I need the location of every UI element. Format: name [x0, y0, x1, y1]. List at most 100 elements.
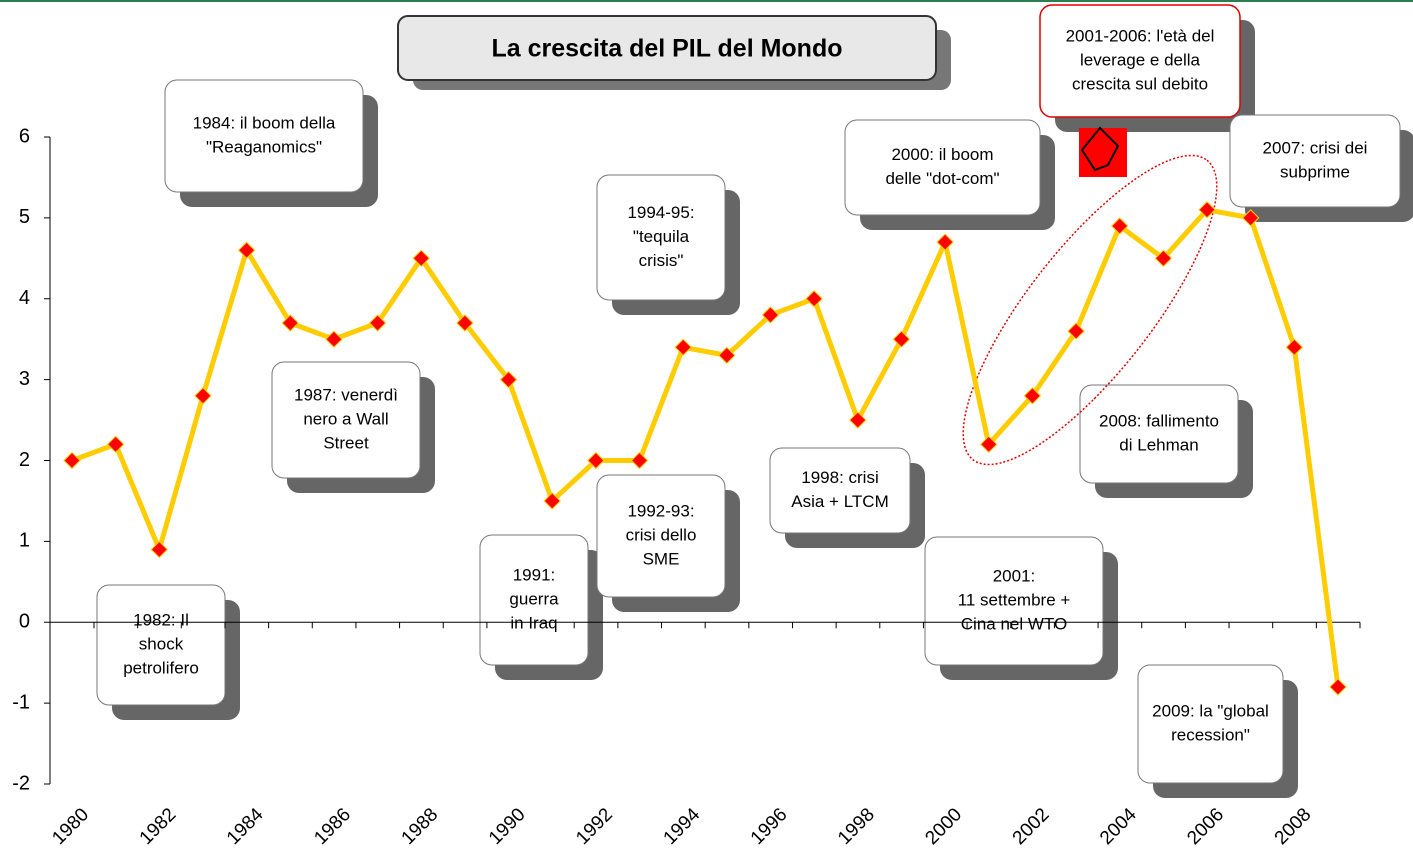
x-tick-label: 1992 — [572, 804, 617, 849]
x-tick-label: 1998 — [834, 804, 879, 849]
data-point — [1067, 322, 1085, 340]
annotation-text: Street — [323, 433, 369, 452]
annotation-box — [1039, 4, 1241, 118]
annotation-text: crisis" — [639, 251, 684, 270]
annotation-text: Cina nel WTO — [961, 614, 1067, 633]
annotation-text: 1987: venerdì — [294, 385, 398, 404]
annotation-text: recession" — [1171, 725, 1250, 744]
annotation-text: 1991: — [513, 565, 556, 584]
annotation-text: nero a Wall — [303, 409, 388, 428]
data-point — [1111, 217, 1129, 235]
annotation-text: leverage e della — [1080, 50, 1201, 69]
annotation-text: 2001-2006: l'età del — [1066, 26, 1215, 45]
chart-title: La crescita del PIL del Mondo — [491, 35, 842, 63]
annotation-text: 2008: fallimento — [1099, 411, 1219, 430]
data-point — [587, 451, 605, 470]
data-point — [980, 435, 998, 454]
annotation-box — [96, 584, 226, 706]
data-point — [1154, 249, 1173, 268]
data-point — [150, 540, 169, 559]
data-point — [412, 249, 430, 268]
data-point — [761, 306, 780, 324]
annotation-text: crisi dello — [626, 525, 697, 544]
data-point — [892, 330, 911, 348]
data-point — [936, 233, 954, 251]
x-tick-label: 2004 — [1096, 804, 1141, 849]
title-box — [397, 15, 937, 81]
annotation-box — [164, 79, 364, 193]
y-tick-label: 1 — [19, 530, 30, 552]
x-tick-label: 1986 — [310, 804, 355, 849]
annotation-box — [769, 447, 911, 534]
x-tick-label: 1980 — [48, 804, 93, 849]
x-tick-label: 1996 — [747, 804, 792, 849]
data-point — [1023, 387, 1042, 405]
y-tick-label: -2 — [12, 772, 30, 794]
annotation-text: in Iraq — [510, 613, 557, 632]
annotation-text: di Lehman — [1119, 435, 1198, 454]
data-point — [499, 370, 518, 389]
annotation-text: 2009: la "global — [1152, 701, 1269, 720]
x-tick-label: 1990 — [485, 804, 530, 849]
pencil-icon — [1079, 128, 1127, 177]
annotation-text: 1998: crisi — [801, 468, 878, 487]
annotation-text: Asia + LTCM — [791, 492, 888, 511]
annotation-box — [1079, 384, 1239, 484]
annotation-text: 1994-95: — [627, 203, 694, 222]
annotation-box — [844, 119, 1041, 216]
annotation-text: delle "dot-com" — [885, 169, 999, 188]
annotation-box — [1137, 664, 1284, 784]
data-point — [805, 290, 823, 308]
data-point — [630, 451, 649, 470]
data-point — [194, 387, 212, 405]
x-tick-label: 1984 — [223, 804, 268, 849]
x-tick-label: 2000 — [921, 804, 966, 849]
series-line — [71, 207, 1341, 688]
data-point — [106, 435, 125, 454]
x-tick-label: 1988 — [398, 804, 443, 849]
y-tick-label: 5 — [19, 206, 30, 228]
data-point — [1285, 338, 1304, 356]
annotation-box — [596, 474, 726, 598]
annotation-text: 2000: il boom — [891, 145, 993, 164]
annotation-text: "Reaganomics" — [206, 137, 322, 156]
annotation-text: 1982: Il — [133, 610, 189, 629]
data-point — [368, 314, 387, 332]
data-point — [1198, 201, 1216, 219]
y-tick-label: 3 — [19, 368, 30, 390]
annotation-text: 1984: il boom della — [193, 113, 336, 132]
data-point — [63, 451, 81, 470]
data-point — [674, 338, 692, 356]
pencil-icon-outline — [1080, 126, 1120, 172]
annotation-box — [1229, 114, 1401, 208]
annotation-text: shock — [139, 634, 184, 653]
data-point — [849, 411, 867, 429]
annotation-box — [271, 361, 421, 479]
y-tick-label: 6 — [19, 125, 30, 147]
y-tick-label: 2 — [19, 449, 30, 471]
annotation-text: crescita sul debito — [1072, 74, 1208, 93]
y-tick-label: 0 — [19, 611, 30, 633]
data-point — [718, 346, 736, 365]
annotation-text: 2001: — [993, 566, 1036, 585]
data-point — [543, 492, 561, 510]
annotation-text: petrolifero — [123, 658, 199, 677]
x-tick-label: 2008 — [1271, 804, 1316, 849]
annotation-text: 1992-93: — [627, 501, 694, 520]
data-point — [281, 314, 299, 332]
data-point — [237, 241, 256, 259]
x-tick-label: 1994 — [660, 804, 705, 849]
y-tick-label: -1 — [12, 691, 30, 713]
annotation-text: guerra — [509, 589, 559, 608]
annotation-text: SME — [643, 549, 680, 568]
annotation-box — [596, 174, 726, 301]
data-point — [1241, 209, 1260, 227]
annotation-box — [924, 536, 1104, 666]
data-point — [1329, 678, 1347, 696]
x-tick-label: 2006 — [1183, 804, 1228, 849]
x-tick-label: 2002 — [1009, 804, 1054, 849]
y-tick-label: 4 — [19, 287, 30, 309]
annotation-text: subprime — [1280, 162, 1350, 181]
annotation-text: 11 settembre + — [958, 590, 1071, 609]
